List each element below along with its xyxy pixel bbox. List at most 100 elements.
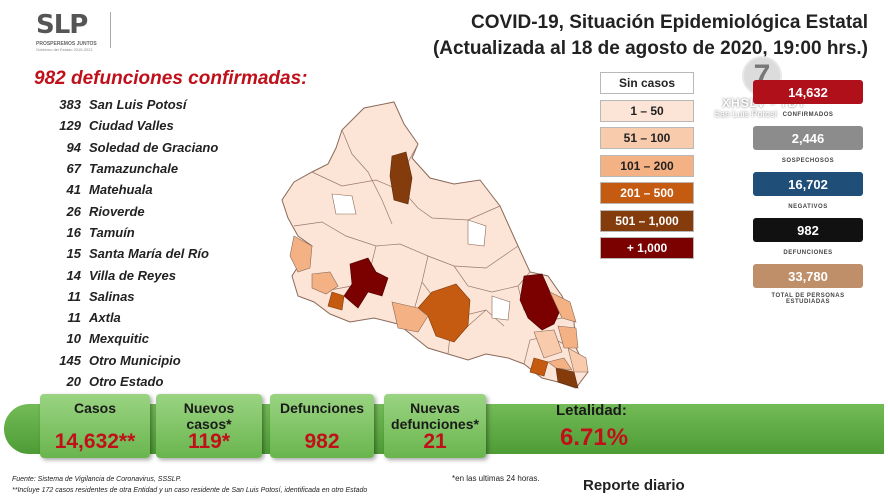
legend-item: 501 – 1,000 bbox=[600, 209, 694, 232]
municipality-count: 67 bbox=[66, 161, 81, 177]
municipality-count: 94 bbox=[66, 139, 81, 155]
municipality-row: 11 Salinas bbox=[34, 286, 264, 307]
municipality-count: 20 bbox=[66, 374, 81, 389]
map-mun-sin-casos-3 bbox=[467, 219, 487, 247]
map-mun-sin-casos-2 bbox=[331, 193, 357, 215]
legend-item: 101 – 200 bbox=[600, 154, 694, 177]
map-mun-51-100 bbox=[289, 235, 313, 273]
nuevos-casos-value: 119* bbox=[187, 430, 231, 453]
nuevos-casos-label: Nuevos casos* bbox=[183, 400, 235, 432]
legend-item: + 1,000 bbox=[600, 237, 694, 259]
footer-note-2: **Incluye 172 casos residentes de otra E… bbox=[12, 487, 368, 494]
map-mun-huasteca-3 bbox=[547, 357, 573, 371]
casos-label: Casos bbox=[73, 400, 117, 416]
state-map bbox=[281, 101, 589, 389]
defunciones-label: Defunciones bbox=[279, 400, 364, 416]
municipality-row: 15 Santa María del Río bbox=[34, 243, 264, 264]
slp-logo: SLP PROSPEREMOS JUNTOS Gobierno del Esta… bbox=[36, 10, 116, 52]
map-mun-soledad bbox=[327, 291, 345, 311]
stat-label: SOSPECHOSOS bbox=[781, 158, 835, 164]
map-mun-axtla bbox=[529, 357, 549, 377]
logo-divider bbox=[110, 12, 111, 48]
map-mun-tamazunchale-2 bbox=[555, 367, 579, 389]
legend-item: 51 – 100 bbox=[600, 127, 694, 149]
municipality-name: Tamazunchale bbox=[89, 161, 179, 177]
municipality-row: 11 Axtla bbox=[34, 307, 264, 328]
map-mun-tamuin bbox=[549, 291, 577, 323]
municipality-row: 67 Tamazunchale bbox=[34, 158, 264, 179]
municipality-name: Santa María del Río bbox=[89, 246, 209, 262]
municipality-count: 15 bbox=[66, 246, 81, 262]
page-title: COVID-19, Situación Epidemiológica Estat… bbox=[433, 12, 868, 60]
report-label: Reporte diario bbox=[583, 477, 685, 494]
nuevos-casos-box: Nuevos casos* 119* bbox=[156, 394, 262, 458]
municipality-list: 383 San Luis Potosí 129 Ciudad Valles 94 Sole… bbox=[34, 94, 264, 392]
footer-note-1: *en las ultimas 24 horas. bbox=[452, 474, 540, 483]
map-mun-tamazunchale bbox=[389, 151, 413, 205]
logo-text: SLP bbox=[36, 10, 88, 40]
municipality-row: 145 Otro Municipio bbox=[34, 350, 264, 371]
municipality-name: Matehuala bbox=[89, 182, 153, 198]
municipality-row: 20 Otro Estado bbox=[34, 371, 264, 392]
municipality-name: Rioverde bbox=[89, 203, 145, 219]
logo-subtitle: PROSPEREMOS JUNTOS bbox=[36, 41, 97, 47]
municipality-name: Axtla bbox=[89, 310, 121, 326]
summary-band: Casos 14,632** Nuevos casos* 119* Defunc… bbox=[4, 394, 884, 458]
stat-label: CONFIRMADOS bbox=[782, 112, 834, 118]
municipality-count: 145 bbox=[59, 352, 81, 368]
municipality-count: 11 bbox=[67, 288, 82, 304]
municipality-name: Villa de Reyes bbox=[89, 267, 176, 283]
map-mun-huasteca-2 bbox=[533, 329, 563, 359]
map-mun-huasteca-1 bbox=[557, 325, 579, 349]
map-mun-101-200 bbox=[311, 271, 339, 295]
map-mun-valles bbox=[519, 273, 563, 331]
municipality-count: 14 bbox=[66, 267, 81, 283]
nuevas-defunciones-label: Nuevas defunciones* bbox=[391, 400, 479, 432]
municipality-row: 383 San Luis Potosí bbox=[34, 94, 264, 115]
municipality-row: 10 Mexquitic bbox=[34, 328, 264, 349]
municipality-count: 26 bbox=[66, 203, 81, 219]
municipality-count: 11 bbox=[67, 310, 82, 326]
map-mun-huasteca-4 bbox=[567, 347, 589, 373]
map-legend: Sin casos 1 – 50 51 – 100 101 – 200 201 – 50… bbox=[600, 72, 694, 265]
municipality-row: 41 Matehuala bbox=[34, 179, 264, 200]
municipality-count: 16 bbox=[66, 224, 81, 240]
stats-panel: 14,632 CONFIRMADOS 2,446 SOSPECHOSOS 16,702 N… bbox=[753, 80, 863, 310]
stat-label: DEFUNCIONES bbox=[783, 250, 833, 256]
stat-value: 2,446 bbox=[753, 126, 863, 150]
nuevas-defunciones-box: Nuevas defunciones* 21 bbox=[384, 394, 486, 458]
municipality-count: 383 bbox=[59, 97, 81, 113]
map-state-outline bbox=[281, 101, 589, 389]
channel-location: San Luis Potosí bbox=[714, 109, 778, 119]
municipality-row: 26 Rioverde bbox=[34, 200, 264, 221]
municipality-row: 94 Soledad de Graciano bbox=[34, 137, 264, 158]
municipality-name: Otro Municipio bbox=[89, 352, 181, 368]
municipality-name: Mexquitic bbox=[89, 331, 149, 347]
municipality-count: 10 bbox=[66, 331, 81, 347]
municipality-name: Soledad de Graciano bbox=[89, 139, 219, 155]
stat-label: NEGATIVOS bbox=[788, 204, 828, 210]
legend-item: Sin casos bbox=[600, 72, 694, 94]
municipality-name: Otro Estado bbox=[89, 374, 164, 389]
letalidad-label: Letalidad: bbox=[556, 402, 627, 419]
legend-item: 1 – 50 bbox=[600, 99, 694, 122]
municipality-row: 16 Tamuín bbox=[34, 222, 264, 243]
municipality-count: 41 bbox=[66, 182, 81, 198]
stat-value: 33,780 bbox=[753, 264, 863, 288]
letalidad-value: 6.71% bbox=[560, 424, 629, 451]
municipality-name: Salinas bbox=[89, 288, 135, 304]
municipality-row: 14 Villa de Reyes bbox=[34, 264, 264, 285]
map-mun-smr bbox=[391, 301, 429, 333]
nuevas-defunciones-value: 21 bbox=[423, 430, 447, 453]
map-mun-slp bbox=[343, 257, 389, 309]
municipality-count: 129 bbox=[59, 118, 81, 134]
map-mun-sin-casos-1 bbox=[491, 295, 511, 321]
municipality-row: 129 Ciudad Valles bbox=[34, 115, 264, 136]
casos-value: 14,632** bbox=[54, 430, 136, 453]
municipality-name: San Luis Potosí bbox=[89, 97, 187, 113]
footer-source: Fuente: Sistema de Vigilancia de Coronav… bbox=[12, 476, 182, 483]
legend-item: 201 – 500 bbox=[600, 182, 694, 204]
stat-value: 982 bbox=[753, 218, 863, 242]
stat-value: 14,632 bbox=[753, 80, 863, 104]
stat-value: 16,702 bbox=[753, 172, 863, 196]
